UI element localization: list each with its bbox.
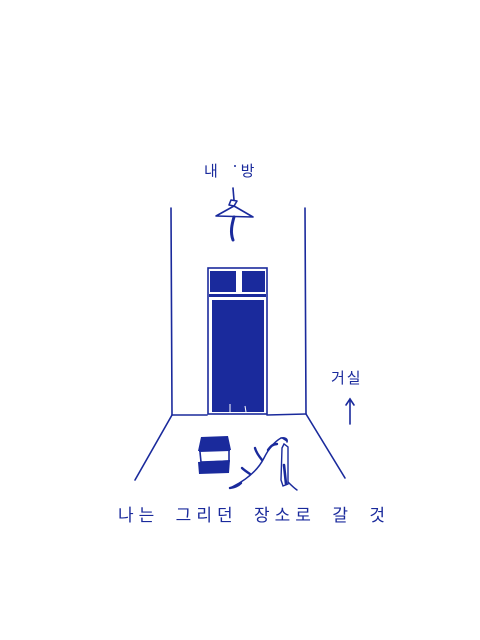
floor-right-edge — [305, 413, 346, 479]
living-room-label: 거실 — [331, 369, 363, 387]
floor-back-edge — [171, 413, 307, 416]
page-title: 내 방 — [204, 162, 264, 180]
title-dot — [234, 165, 236, 167]
arrow-up-icon — [345, 397, 355, 425]
fallen-flower-icon — [228, 437, 298, 491]
doorway — [207, 267, 268, 415]
left-wall-line — [170, 207, 173, 416]
right-wall-line — [304, 207, 307, 415]
floor-left-edge — [134, 414, 173, 481]
caption-text: 나는 그리던 장소로 갈 것 — [118, 506, 391, 526]
stool-icon — [198, 436, 231, 474]
pendant-lamp-icon — [215, 187, 254, 242]
